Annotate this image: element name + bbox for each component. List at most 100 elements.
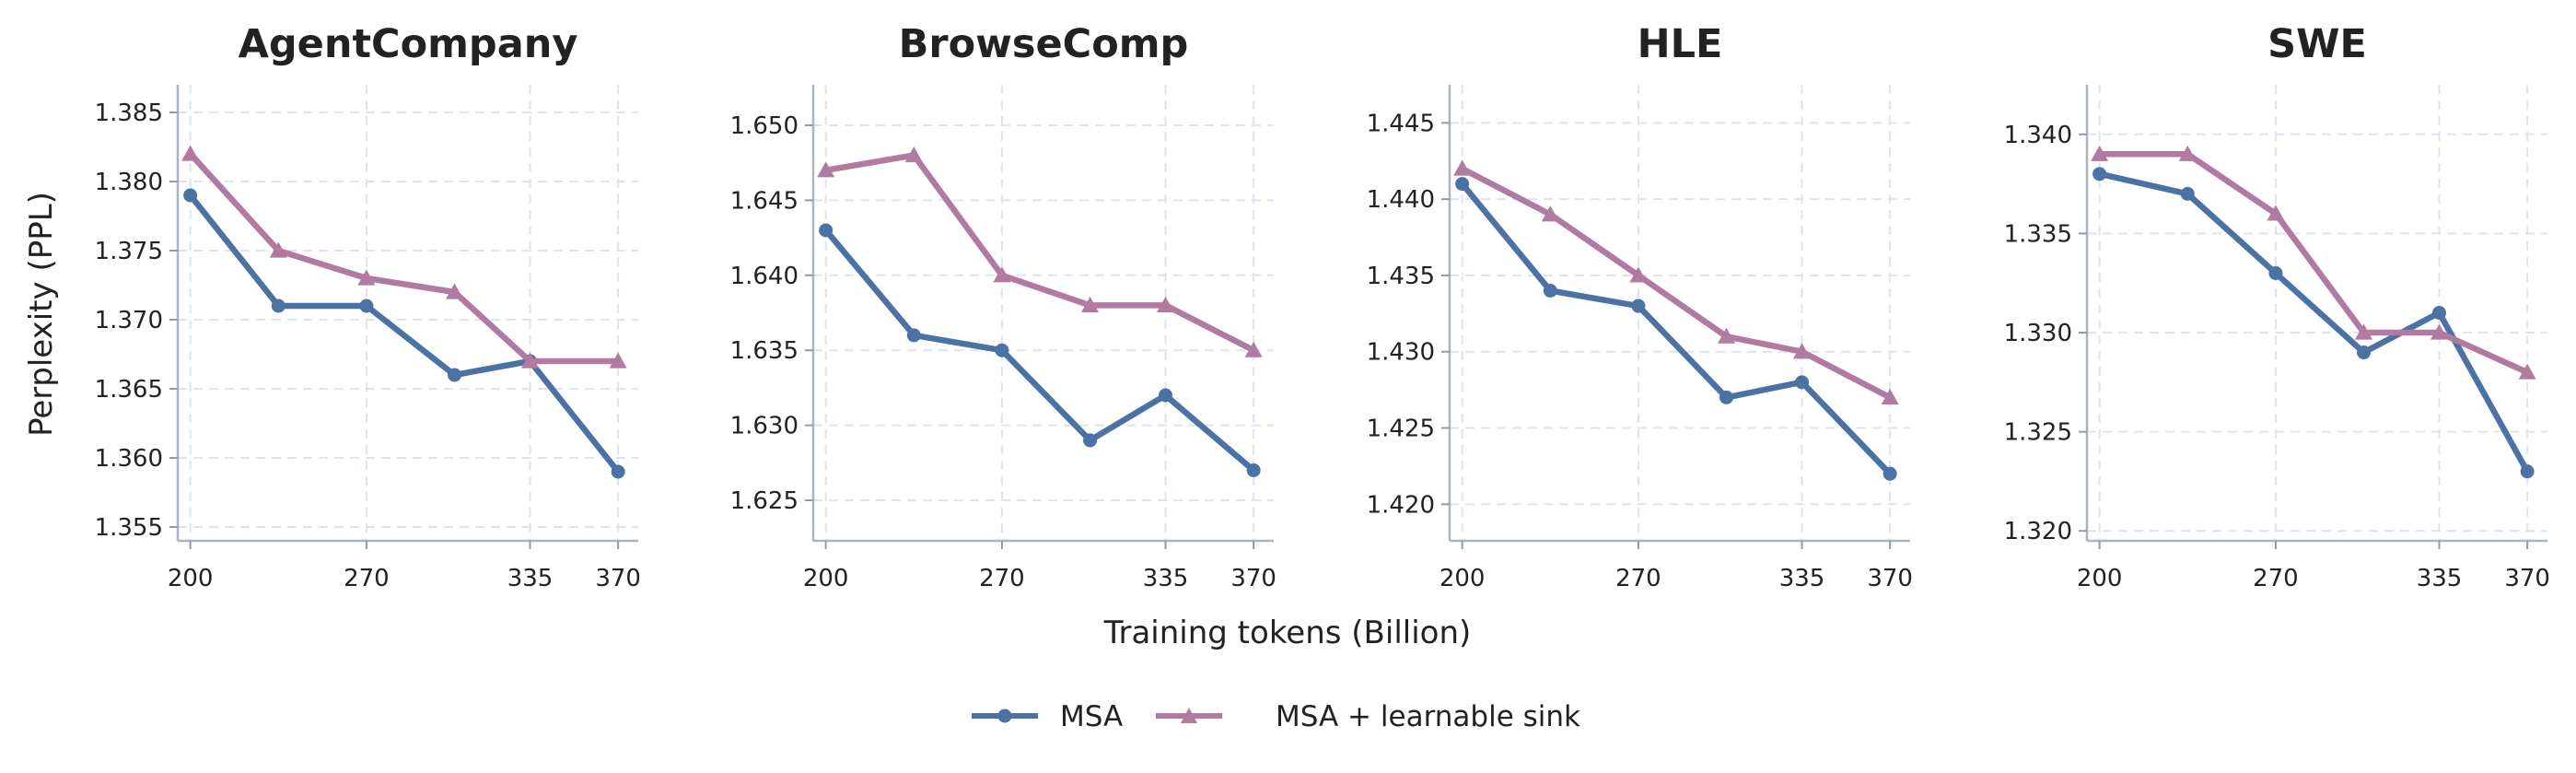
panel-title-hle: HLE bbox=[1638, 21, 1723, 67]
data-point-msa bbox=[2268, 265, 2283, 280]
series-msa bbox=[1455, 177, 1897, 481]
data-point-msa-learnable-sink bbox=[2355, 323, 2373, 340]
data-point-msa-learnable-sink bbox=[446, 283, 464, 299]
series-line-msa-learnable-sink bbox=[187, 150, 622, 365]
data-point-msa-learnable-sink bbox=[1244, 341, 1263, 357]
series-line-msa bbox=[822, 227, 1257, 474]
panel-hle: HLE 1.420 1.425 1.430 1.435 1.440 1.445 200 270 3… bbox=[1367, 21, 1913, 592]
data-point-msa-learnable-sink bbox=[609, 352, 627, 369]
data-point-msa-learnable-sink bbox=[521, 352, 540, 369]
series-line-msa-learnable-sink bbox=[1459, 165, 1894, 401]
x-tick-label: 200 bbox=[803, 565, 849, 592]
data-point-msa bbox=[271, 299, 286, 313]
panel-title-browsecomp: BrowseComp bbox=[899, 21, 1189, 67]
series-line-msa-learnable-sink bbox=[822, 152, 1257, 354]
legend-marker-msa-learnable-sink bbox=[1181, 708, 1197, 723]
data-point-msa-learnable-sink bbox=[1157, 296, 1175, 312]
x-tick-label: 270 bbox=[1615, 565, 1661, 592]
data-point-msa bbox=[1246, 463, 1261, 477]
y-tick-label: 1.355 bbox=[95, 514, 163, 542]
legend: MSA MSA + learnable sink bbox=[972, 700, 1580, 733]
panel-title-swe: SWE bbox=[2267, 21, 2367, 67]
y-tick-label: 1.385 bbox=[95, 100, 163, 127]
series-line-msa bbox=[1459, 181, 1894, 477]
data-point-msa-learnable-sink bbox=[2267, 205, 2285, 221]
data-point-msa bbox=[819, 223, 833, 238]
data-point-msa bbox=[1719, 390, 1734, 404]
y-tick-label: 1.635 bbox=[730, 337, 798, 365]
data-point-msa-learnable-sink bbox=[181, 145, 200, 161]
data-point-msa-learnable-sink bbox=[269, 241, 287, 258]
legend-label-msa-learnable-sink: MSA + learnable sink bbox=[1276, 700, 1580, 733]
data-point-msa-learnable-sink bbox=[2518, 363, 2536, 380]
y-tick-label: 1.370 bbox=[95, 307, 163, 334]
data-point-msa bbox=[2092, 167, 2107, 182]
y-tick-label: 1.365 bbox=[95, 376, 163, 404]
data-point-msa bbox=[183, 188, 198, 203]
x-axis-label: Training tokens (Billion) bbox=[1103, 615, 1472, 651]
y-tick-label: 1.335 bbox=[2004, 220, 2072, 248]
data-point-msa bbox=[995, 343, 1009, 357]
x-tick-label: 335 bbox=[1143, 565, 1189, 592]
y-tick-label: 1.320 bbox=[2004, 518, 2072, 545]
series-line-msa bbox=[2096, 170, 2531, 474]
y-tick-label: 1.440 bbox=[1367, 186, 1435, 214]
x-tick-label: 370 bbox=[1230, 565, 1276, 592]
data-point-msa-learnable-sink bbox=[1453, 159, 1472, 176]
data-point-msa-learnable-sink bbox=[904, 146, 923, 163]
series-msa bbox=[819, 223, 1261, 477]
y-tick-label: 1.420 bbox=[1367, 491, 1435, 519]
y-tick-label: 1.340 bbox=[2004, 122, 2072, 149]
data-point-msa bbox=[1795, 375, 1810, 390]
x-tick-label: 370 bbox=[2504, 565, 2550, 592]
x-tick-label: 270 bbox=[344, 565, 390, 592]
series-msa bbox=[183, 188, 625, 479]
data-point-msa bbox=[611, 464, 625, 479]
data-point-msa-learnable-sink bbox=[817, 161, 835, 178]
x-tick-label: 335 bbox=[2417, 565, 2463, 592]
data-point-msa bbox=[1159, 388, 1173, 403]
legend-item-msa: MSA bbox=[972, 700, 1123, 733]
data-point-msa-learnable-sink bbox=[1081, 296, 1100, 312]
x-tick-label: 200 bbox=[168, 565, 214, 592]
data-point-msa bbox=[1631, 299, 1646, 313]
x-tick-label: 200 bbox=[1440, 565, 1486, 592]
panel-browsecomp: BrowseComp 1.625 1.630 1.635 1.640 1.645 1.650… bbox=[730, 21, 1276, 592]
y-tick-label: 1.640 bbox=[730, 263, 798, 290]
series-line-msa-learnable-sink bbox=[2096, 151, 2531, 376]
data-point-msa bbox=[359, 299, 374, 313]
y-tick-label: 1.630 bbox=[730, 413, 798, 440]
data-point-msa-learnable-sink bbox=[1629, 266, 1648, 283]
x-tick-label: 370 bbox=[1867, 565, 1913, 592]
y-tick-label: 1.380 bbox=[95, 169, 163, 196]
y-axis-label: Perplexity (PPL) bbox=[23, 192, 60, 437]
plots: AgentCompany 1.355 1.360 1.365 1.370 1.375 1.3… bbox=[95, 21, 2550, 592]
data-point-msa-learnable-sink bbox=[1718, 327, 1736, 344]
data-point-msa bbox=[448, 368, 462, 382]
panel-title-agentcompany: AgentCompany bbox=[239, 21, 578, 67]
panel-agentcompany: AgentCompany 1.355 1.360 1.365 1.370 1.375 1.3… bbox=[95, 21, 641, 592]
data-point-msa-learnable-sink bbox=[993, 266, 1011, 283]
y-tick-label: 1.430 bbox=[1367, 339, 1435, 367]
panel-swe: SWE 1.320 1.325 1.330 1.335 1.340 200 270 335 370 bbox=[2004, 21, 2550, 592]
data-point-msa-learnable-sink bbox=[1541, 205, 1559, 222]
y-tick-label: 1.650 bbox=[730, 112, 798, 140]
data-point-msa bbox=[2180, 186, 2195, 201]
series-line-msa bbox=[187, 192, 622, 475]
y-tick-label: 1.425 bbox=[1367, 415, 1435, 442]
y-tick-label: 1.375 bbox=[95, 238, 163, 265]
data-point-msa bbox=[2432, 306, 2447, 320]
data-point-msa bbox=[1083, 433, 1098, 448]
series-msa-learnable-sink bbox=[2091, 145, 2536, 380]
series-msa-learnable-sink bbox=[817, 146, 1263, 357]
data-point-msa bbox=[906, 328, 921, 343]
data-point-msa bbox=[1455, 177, 1470, 192]
y-tick-label: 1.325 bbox=[2004, 419, 2072, 447]
y-tick-label: 1.625 bbox=[730, 487, 798, 515]
x-tick-label: 270 bbox=[979, 565, 1025, 592]
y-tick-label: 1.445 bbox=[1367, 110, 1435, 137]
y-tick-label: 1.330 bbox=[2004, 320, 2072, 347]
series-msa-learnable-sink bbox=[1453, 159, 1899, 404]
y-tick-label: 1.645 bbox=[730, 187, 798, 215]
